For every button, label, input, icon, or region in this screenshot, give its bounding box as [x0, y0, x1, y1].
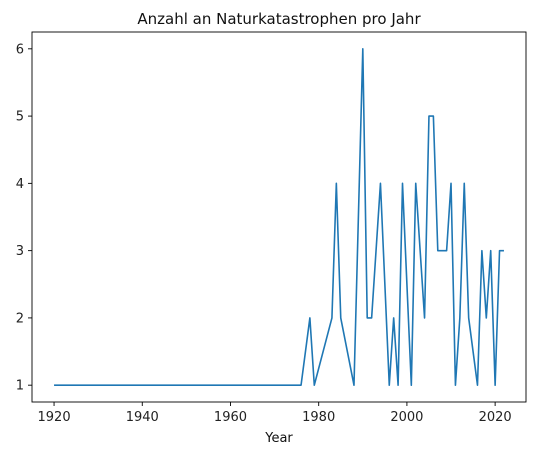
- chart-title: Anzahl an Naturkatastrophen pro Jahr: [137, 10, 421, 28]
- y-tick-label: 1: [16, 379, 24, 394]
- x-tick-label: 1980: [302, 410, 335, 425]
- x-tick-label: 2020: [479, 410, 512, 425]
- x-tick-label: 2000: [390, 410, 423, 425]
- y-tick-label: 3: [16, 244, 24, 259]
- series-line: [54, 48, 504, 386]
- y-tick-label: 6: [16, 42, 24, 57]
- x-tick-label: 1940: [126, 410, 159, 425]
- y-tick-label: 2: [16, 311, 24, 326]
- y-axis: 1 2 3 4 5 6: [16, 42, 32, 394]
- x-tick-label: 1960: [214, 410, 247, 425]
- x-axis: 1920 1940 1960 1980 2000 2020: [38, 402, 512, 425]
- y-tick-label: 5: [16, 110, 24, 125]
- x-axis-label: Year: [264, 431, 293, 446]
- x-tick-label: 1920: [38, 410, 71, 425]
- y-tick-label: 4: [16, 177, 24, 192]
- plot-frame: [31, 31, 527, 403]
